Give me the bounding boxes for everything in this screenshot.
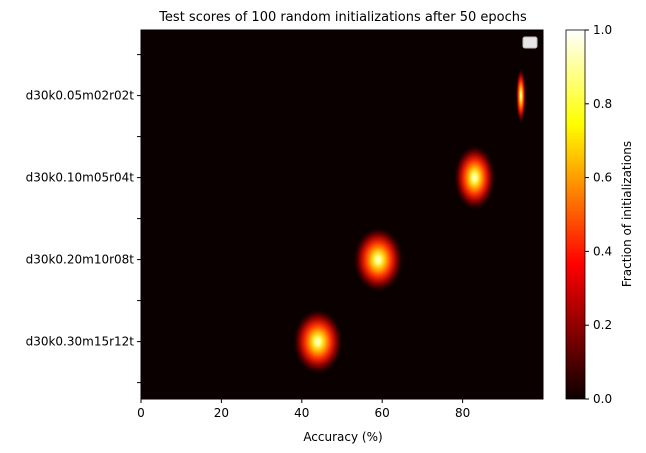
colorbar-ticks: 0.0 0.2 0.4 0.6 0.8 1.0 — [585, 23, 612, 406]
x-tick-label: 80 — [455, 406, 470, 420]
x-tick-label: 20 — [214, 406, 229, 420]
colorbar — [565, 29, 586, 400]
legend — [522, 36, 538, 49]
x-tick-label: 40 — [294, 406, 309, 420]
heatmap-peak — [292, 308, 344, 375]
heatmap-cells — [292, 67, 526, 375]
chart-title: Test scores of 100 random initialization… — [158, 10, 527, 25]
x-axis-label: Accuracy (%) — [303, 430, 382, 444]
colorbar-tick-label: 0.4 — [593, 244, 612, 258]
colorbar-tick-label: 1.0 — [593, 23, 612, 37]
colorbar-tick-label: 0.8 — [593, 97, 612, 111]
y-tick-label: d30k0.05m02r02t — [26, 89, 135, 103]
x-tick-label: 0 — [137, 406, 145, 420]
y-axis-ticks: d30k0.05m02r02t d30k0.10m05r04t d30k0.20m1… — [26, 54, 141, 384]
x-axis-ticks: 0 20 40 60 80 — [137, 399, 470, 420]
y-tick-label: d30k0.30m15r12t — [26, 335, 135, 349]
colorbar-tick-label: 0.0 — [593, 392, 612, 406]
plot-frame — [140, 29, 544, 400]
y-tick-label: d30k0.20m10r08t — [26, 253, 135, 267]
colorbar-tick-label: 0.6 — [593, 171, 612, 185]
legend-box — [522, 36, 538, 49]
heatmap-peak — [352, 226, 404, 293]
heatmap-peak — [515, 67, 526, 124]
colorbar-label: Fraction of initializations — [620, 141, 634, 287]
heatmap-peak — [453, 144, 496, 211]
x-tick-label: 60 — [375, 406, 390, 420]
y-tick-label: d30k0.10m05r04t — [26, 171, 135, 185]
colorbar-tick-label: 0.2 — [593, 318, 612, 332]
